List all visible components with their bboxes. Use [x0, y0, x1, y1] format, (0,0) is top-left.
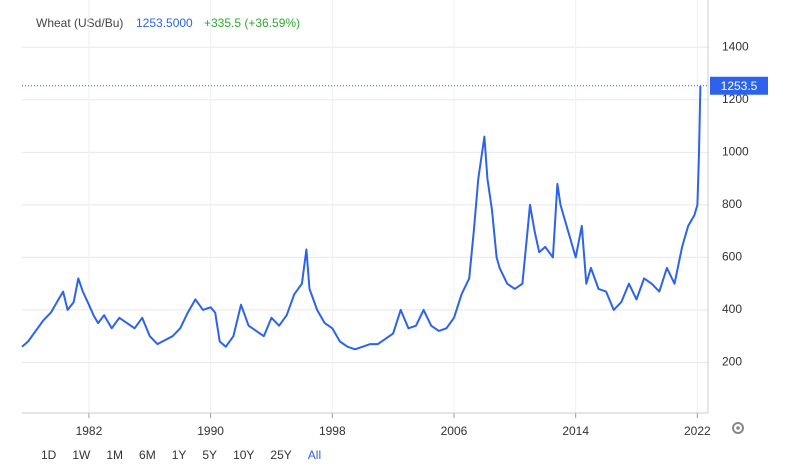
y-tick-label: 200 [722, 355, 742, 369]
price: 1253.5000 [136, 16, 193, 30]
last-value-label: 1253.5 [721, 79, 758, 93]
x-tick-label: 2006 [441, 424, 468, 438]
range-button[interactable]: 10Y [233, 448, 254, 462]
y-tick-label: 800 [722, 197, 742, 211]
gear-center[interactable] [736, 426, 740, 430]
range-button[interactable]: 1W [72, 448, 91, 462]
last-value-tag [710, 76, 768, 95]
y-tick-label: 600 [722, 250, 742, 264]
x-tick-label: 2014 [562, 424, 589, 438]
x-tick-label: 1982 [76, 424, 103, 438]
x-tick-label: 2022 [684, 424, 711, 438]
range-button[interactable]: All [308, 448, 321, 462]
range-button[interactable]: 5Y [202, 448, 217, 462]
range-button[interactable]: 1D [41, 448, 57, 462]
range-button[interactable]: 1Y [172, 448, 187, 462]
chart-title: Wheat (USd/Bu) [36, 16, 123, 30]
settings-icon[interactable] [732, 422, 744, 434]
change: +335.5 (+36.59%) [204, 16, 300, 30]
y-tick-label: 1200 [722, 92, 749, 106]
gear[interactable] [732, 422, 744, 434]
y-tick-label: 400 [722, 302, 742, 316]
range-button[interactable]: 25Y [270, 448, 291, 462]
y-tick-label: 1000 [722, 145, 749, 159]
x-tick-label: 1990 [197, 424, 224, 438]
x-tick-label: 1998 [319, 424, 346, 438]
y-tick-label: 1400 [722, 39, 749, 53]
range-button[interactable]: 1M [106, 448, 123, 462]
price-line [21, 85, 702, 351]
range-button[interactable]: 6M [139, 448, 156, 462]
